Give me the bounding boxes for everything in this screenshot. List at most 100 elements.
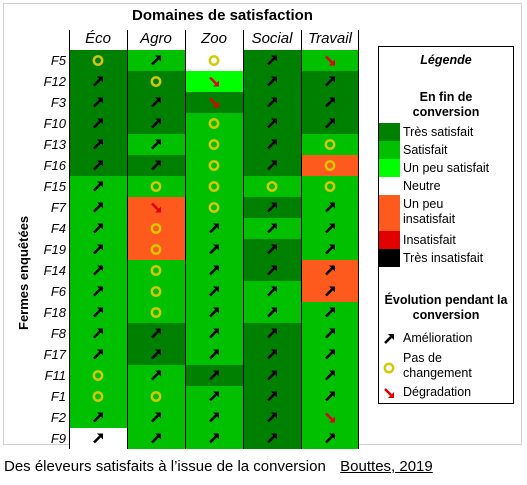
- column-header: Social: [251, 30, 293, 47]
- circle-icon: [243, 176, 301, 197]
- heatmap-cell: [69, 134, 127, 155]
- arrow-up-icon: [185, 365, 243, 386]
- circle-icon: [127, 386, 185, 407]
- heatmap-cell: [69, 176, 127, 197]
- arrow-up-icon: [127, 155, 185, 176]
- heatmap-cell: [185, 365, 243, 386]
- column-header: Agro: [140, 30, 172, 47]
- heatmap-cell: [185, 323, 243, 344]
- heatmap-cell: [243, 428, 301, 449]
- heatmap-cell: [127, 386, 185, 407]
- row-label: F9: [50, 431, 66, 446]
- arrow-up-icon: [301, 428, 359, 449]
- arrow-up-icon: [69, 302, 127, 323]
- heatmap-cell: [127, 197, 185, 218]
- circle-icon: [185, 155, 243, 176]
- heatmap-cell: [243, 197, 301, 218]
- row-label: F6: [50, 284, 66, 299]
- row-label: F1: [50, 389, 66, 404]
- legend-label: Un peu insatisfait: [403, 197, 456, 226]
- arrow-up-icon: [69, 323, 127, 344]
- heatmap-cell: [127, 218, 185, 239]
- arrow-up-icon: [127, 323, 185, 344]
- heatmap-cell: [69, 260, 127, 281]
- column-header: Travail: [308, 30, 352, 47]
- arrow-up-icon: [185, 260, 243, 281]
- heatmap-cell: [243, 239, 301, 260]
- heatmap-cell: [301, 92, 359, 113]
- y-axis-label: Fermes enquêtées: [16, 215, 31, 330]
- heatmap-cell: [185, 386, 243, 407]
- row-label: F11: [44, 368, 66, 383]
- heatmap-cell: [69, 407, 127, 428]
- heatmap-cell: [127, 407, 185, 428]
- arrow-up-icon: [127, 407, 185, 428]
- legend-swatch: [379, 231, 400, 249]
- heatmap-cell: [185, 92, 243, 113]
- heatmap-cell: [301, 386, 359, 407]
- arrow-up-icon: [69, 113, 127, 134]
- heatmap-cell: [69, 428, 127, 449]
- arrow-up-icon: [243, 113, 301, 134]
- circle-icon: [127, 281, 185, 302]
- legend-evolution-label: Amélioration: [403, 331, 473, 345]
- heatmap-cell: [69, 50, 127, 71]
- heatmap-cell: [243, 176, 301, 197]
- heatmap-cell: [127, 281, 185, 302]
- caption-source[interactable]: Bouttes, 2019: [340, 458, 433, 475]
- heatmap-cell: [127, 239, 185, 260]
- arrow-up-icon: [185, 344, 243, 365]
- heatmap-cell: [301, 218, 359, 239]
- heatmap-cell: [127, 302, 185, 323]
- heatmap-cell: [185, 218, 243, 239]
- arrow-up-icon: [127, 365, 185, 386]
- grid-line: [185, 30, 186, 449]
- heatmap-cell: [301, 197, 359, 218]
- heatmap-cell: [301, 260, 359, 281]
- heatmap-cell: [243, 323, 301, 344]
- circle-icon: [69, 365, 127, 386]
- heatmap-cell: [69, 386, 127, 407]
- heatmap-cell: [301, 344, 359, 365]
- arrow-up-icon: [243, 50, 301, 71]
- arrow-up-icon: [243, 197, 301, 218]
- heatmap-cell: [301, 71, 359, 92]
- heatmap-cell: [243, 386, 301, 407]
- circle-icon: [301, 176, 359, 197]
- row-label: F2: [50, 410, 66, 425]
- arrow-up-icon: [301, 386, 359, 407]
- heatmap-cell: [301, 281, 359, 302]
- arrow-up-icon: [243, 281, 301, 302]
- arrow-down-icon: [301, 407, 359, 428]
- arrow-up-icon: [127, 428, 185, 449]
- circle-icon: [127, 260, 185, 281]
- arrow-up-icon: [185, 281, 243, 302]
- arrow-up-icon: [127, 113, 185, 134]
- circle-icon: [185, 50, 243, 71]
- arrow-up-icon: [301, 344, 359, 365]
- row-label: F8: [50, 326, 66, 341]
- heatmap-cell: [127, 365, 185, 386]
- arrow-up-icon: [243, 155, 301, 176]
- heatmap-cell: [243, 71, 301, 92]
- heatmap-cell: [69, 281, 127, 302]
- heatmap-cell: [185, 113, 243, 134]
- heatmap-cell: [243, 365, 301, 386]
- caption-text: Des éleveurs satisfaits à l’issue de la …: [4, 458, 326, 475]
- heatmap-cell: [127, 71, 185, 92]
- legend-swatch: [379, 249, 400, 267]
- arrow-up-icon: [301, 281, 359, 302]
- heatmap-cell: [127, 323, 185, 344]
- arrow-up-icon: [127, 92, 185, 113]
- legend-swatch: [379, 177, 400, 195]
- circle-icon: [127, 176, 185, 197]
- arrow-up-icon: [301, 365, 359, 386]
- circle-icon: [185, 176, 243, 197]
- arrow-up-icon: [301, 218, 359, 239]
- heatmap-cell: [127, 344, 185, 365]
- row-label: F17: [43, 347, 66, 362]
- row-label: F7: [50, 200, 66, 215]
- arrow-up-icon: [243, 386, 301, 407]
- heatmap-cell: [127, 92, 185, 113]
- legend-evolution-label: Dégradation: [403, 385, 472, 399]
